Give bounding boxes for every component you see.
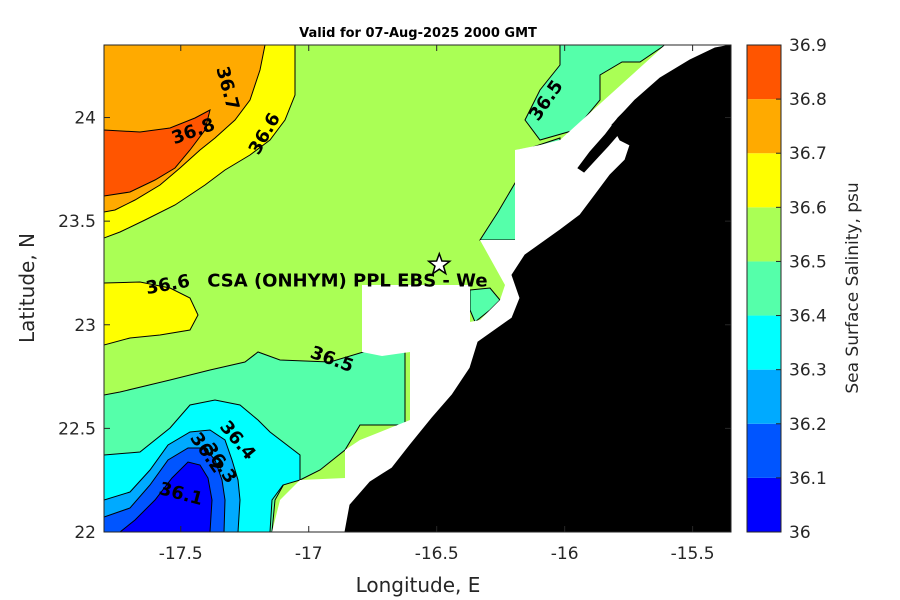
colorbar-tick-label: 36.7 bbox=[789, 144, 827, 164]
colorbar-swatch bbox=[747, 315, 781, 370]
colorbar-swatch bbox=[747, 423, 781, 478]
colorbar-frame bbox=[746, 44, 782, 533]
y-tick-label: 23.5 bbox=[58, 212, 96, 232]
y-tick-label: 24 bbox=[74, 109, 96, 129]
colorbar-swatch bbox=[747, 477, 781, 532]
plot-area: 36.836.736.636.636.536.536.436.336.236.1… bbox=[104, 45, 731, 532]
x-tick-label: -16 bbox=[551, 544, 579, 564]
colorbar-ticks: 36 36.1 36.2 36.3 36.4 36.5 36.6 36.7 36.8 36.9 bbox=[776, 36, 827, 543]
contour-fill-36-4-ne-top bbox=[524, 45, 666, 141]
colorbar-tick-label: 36.4 bbox=[789, 307, 827, 327]
colorbar-tick-label: 36.6 bbox=[789, 198, 827, 218]
y-axis-label: Latitude, N bbox=[15, 233, 39, 343]
colorbar bbox=[747, 45, 781, 532]
x-tick-label: -15.5 bbox=[671, 544, 715, 564]
colorbar-swatch bbox=[747, 261, 781, 316]
x-tick-label: -17 bbox=[295, 544, 323, 564]
colorbar-tick-label: 36.8 bbox=[789, 90, 827, 110]
contour-fill-36-0 bbox=[119, 461, 213, 532]
contour-fill-36-6-w bbox=[104, 281, 199, 346]
x-tick-label: -17.5 bbox=[159, 544, 203, 564]
colorbar-swatch bbox=[747, 153, 781, 208]
y-tick-label: 22 bbox=[74, 523, 96, 543]
y-tick-label: 22.5 bbox=[58, 419, 96, 439]
colorbar-swatch bbox=[747, 369, 781, 424]
site-group: CSA (ONHYM) PPL EBS - We bbox=[207, 251, 488, 292]
chart-title: Valid for 07-Aug-2025 2000 GMT bbox=[299, 26, 537, 41]
colorbar-swatch bbox=[747, 99, 781, 154]
contour-fill-36-8 bbox=[104, 109, 211, 197]
colorbar-tick-label: 36.2 bbox=[789, 415, 827, 435]
colorbar-tick-label: 36.5 bbox=[789, 252, 827, 272]
colorbar-swatch bbox=[747, 45, 781, 100]
colorbar-tick-label: 36.1 bbox=[789, 469, 827, 489]
colorbar-tick-label: 36.9 bbox=[789, 36, 827, 56]
site-label: CSA (ONHYM) PPL EBS - We bbox=[207, 271, 487, 292]
site-star-icon bbox=[426, 251, 452, 276]
x-axis-ticks: -17.5 -17 -16.5 -16 -15.5 bbox=[159, 45, 715, 564]
x-tick-label: -16.5 bbox=[415, 544, 459, 564]
colorbar-label: Sea Surface Salinity, psu bbox=[843, 182, 863, 393]
colorbar-tick-label: 36.3 bbox=[789, 361, 827, 381]
y-tick-label: 23 bbox=[74, 316, 96, 336]
colorbar-tick-label: 36 bbox=[789, 523, 811, 543]
land-peninsula bbox=[577, 107, 633, 173]
plot-frame bbox=[103, 44, 732, 533]
x-axis-label: Longitude, E bbox=[356, 573, 481, 597]
colorbar-swatch bbox=[747, 207, 781, 262]
y-axis-ticks: 22 22.5 23 23.5 24 bbox=[58, 109, 731, 543]
